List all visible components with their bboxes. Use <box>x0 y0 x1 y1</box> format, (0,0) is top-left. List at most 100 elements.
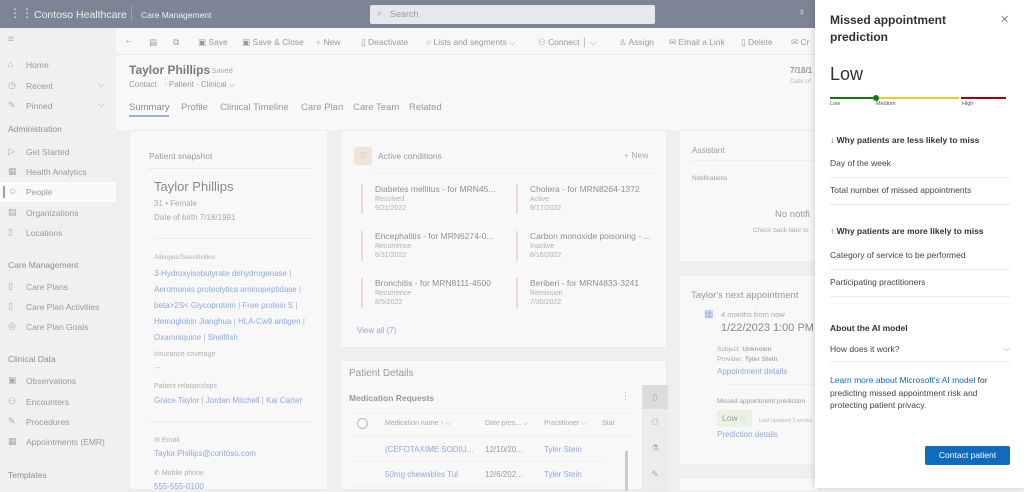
mail-icon: ✉ <box>154 437 160 444</box>
column-header-practitioner[interactable]: Practitioner ⌵ <box>544 420 587 427</box>
tab-clinical-timeline[interactable]: Clinical Timeline <box>220 102 289 113</box>
email-link-button[interactable]: ✉ Email a Link <box>669 37 725 47</box>
form-selector[interactable]: · Patient - Clinical ⌵ <box>164 80 235 89</box>
sidebar-item-appointments[interactable]: ▦ Appointments (EMR) <box>0 432 116 452</box>
sidebar-item-health-analytics[interactable]: ▦ Health Analytics <box>0 162 116 182</box>
learn-more-link[interactable]: Learn more about Microsoft's AI model <box>830 375 976 385</box>
search-input[interactable]: ⌕ Search <box>370 5 655 24</box>
next-card <box>679 477 819 492</box>
building-icon: ▯ <box>8 227 13 237</box>
prediction-badge[interactable]: Low ⓘ <box>717 410 752 427</box>
allergy-link[interactable]: Shellfish <box>207 333 238 342</box>
pencil-icon[interactable]: ✎ <box>651 469 659 479</box>
new-condition-button[interactable]: + New <box>624 150 649 160</box>
form-icon[interactable]: ▤ <box>149 37 158 47</box>
condition-item[interactable]: Beriberi - for MRN4833-3241 Remission 7/30… <box>516 278 661 308</box>
allergy-link[interactable]: HLA-Cw9 antigen <box>237 317 301 326</box>
column-header-status[interactable]: Stat <box>602 420 615 427</box>
flask-icon[interactable]: ⚗ <box>650 443 660 453</box>
label: Procedures <box>26 417 70 427</box>
sidebar-item-locations[interactable]: ▯ Locations <box>0 223 116 243</box>
table-row[interactable]: 50mg chewables Tul 12/6/202... Tyler Ste… <box>349 462 604 487</box>
sidebar-item-encounters[interactable]: ⚇ Encounters <box>0 392 116 412</box>
lists-segments-button[interactable]: ○ Lists and segments ⌵ <box>426 37 516 47</box>
table-row[interactable]: (CEFOTAXIME SODIU... 12/10/20... Tyler S… <box>349 437 604 462</box>
column-header-medication[interactable]: Medication name ↑ ⌵ <box>385 420 452 427</box>
back-icon[interactable]: ← <box>124 35 134 46</box>
label: Care Plan Activities <box>26 302 100 312</box>
less-likely-heading: ↓ Why patients are less likely to miss <box>830 135 979 145</box>
allergy-link[interactable]: Aeromonas proteolytica aminopeptidase <box>154 285 297 294</box>
prediction-details-link[interactable]: Prediction details <box>717 430 778 439</box>
sidebar-item-care-plan-goals[interactable]: ◎ Care Plan Goals <box>0 317 116 337</box>
hamburger-icon[interactable]: ≡ <box>8 34 14 45</box>
sidebar-item-get-started[interactable]: ▷ Get Started <box>0 142 116 162</box>
allergy-link[interactable]: Free protein S <box>242 301 294 310</box>
how-it-works-accordion[interactable]: How does it work? ⌵ <box>830 338 1010 362</box>
sidebar-item-care-plans[interactable]: ▯ Care Plans <box>0 277 116 297</box>
phone-link[interactable]: 555-555-0100 <box>154 482 204 491</box>
practitioner-link[interactable]: Tyler Stein <box>544 445 582 454</box>
tab-care-team[interactable]: Care Team <box>353 102 400 113</box>
save-close-button[interactable]: ▣ Save & Close <box>242 37 304 47</box>
document-icon[interactable]: ▯ <box>642 385 668 409</box>
command-bar: ← ▤ ⧉ ▣ Save ▣ Save & Close + New ▯ Deac… <box>116 28 815 55</box>
relationship-link[interactable]: Kai Carter <box>266 396 303 405</box>
relationship-link[interactable]: Jordan Mitchell <box>205 396 260 405</box>
allergy-link[interactable]: Hemoglobin Jianghua <box>154 317 232 326</box>
relationship-link[interactable]: Grace Taylor <box>154 396 200 405</box>
app-launcher-icon[interactable]: ⋮⋮ <box>9 6 33 20</box>
more-options-icon[interactable]: ⋮ <box>621 391 630 401</box>
tab-related[interactable]: Related <box>409 102 442 113</box>
allergy-link[interactable]: beta>2S< Glycoprotein <box>154 301 236 310</box>
condition-item[interactable]: Diabetes mellitus - for MRN45... Resolved… <box>361 184 506 214</box>
create-button[interactable]: ✉ Cr <box>791 37 810 47</box>
sidebar-item-recent[interactable]: ◷ Recent ⌵ <box>0 76 116 96</box>
condition-item[interactable]: Encephalitis - for MRN6274-0... Recurrenc… <box>361 231 506 261</box>
tab-profile[interactable]: Profile <box>181 102 208 113</box>
allergy-link[interactable]: Oxamniquine <box>154 333 202 342</box>
sidebar-item-organizations[interactable]: ▤ Organizations <box>0 203 116 223</box>
sidebar-item-people[interactable]: ☺ People <box>0 182 116 202</box>
allergies-list: 3-Hydroxyisobutyrate dehydrogenase | Aer… <box>154 269 305 342</box>
sidebar-item-procedures[interactable]: ✎ Procedures <box>0 412 116 432</box>
tab-care-plan[interactable]: Care Plan <box>301 102 344 113</box>
column-header-date[interactable]: Date pres... ⌵ <box>485 420 529 427</box>
connect-button[interactable]: ⚇ Connect │ ⌵ <box>538 37 597 47</box>
assign-button[interactable]: ♙ Assign <box>619 37 655 47</box>
insurance-value: --- <box>154 365 161 372</box>
allergy-link[interactable]: 3-Hydroxyisobutyrate dehydrogenase <box>154 269 287 278</box>
select-all-checkbox[interactable] <box>357 418 368 429</box>
deactivate-button[interactable]: ▯ Deactivate <box>361 37 409 47</box>
sidebar-item-home[interactable]: ⌂ Home <box>0 55 116 75</box>
open-new-window-icon[interactable]: ⧉ <box>173 37 180 47</box>
scrollbar[interactable] <box>625 451 628 491</box>
condition-date: 8/16/2022 <box>530 252 562 259</box>
appointment-details-link[interactable]: Appointment details <box>717 367 788 376</box>
tab-summary[interactable]: Summary <box>129 102 170 113</box>
condition-name: Carbon monoxide poisoning - ... <box>530 231 651 241</box>
new-button[interactable]: + New <box>316 37 341 47</box>
close-icon[interactable]: ✕ <box>1000 14 1010 26</box>
scale-label-high: High <box>962 101 974 107</box>
app-name: Contoso Healthcare <box>34 9 127 21</box>
lightbulb-icon[interactable]: ♁ <box>798 7 806 18</box>
sidebar-item-pinned[interactable]: ✎ Pinned ⌵ <box>0 96 116 116</box>
contact-patient-button[interactable]: Contact patient <box>925 446 1010 465</box>
tab-underline <box>129 115 169 117</box>
delete-button[interactable]: ▯ Delete <box>741 37 773 47</box>
condition-item[interactable]: Carbon monoxide poisoning - ... Inactive 8… <box>516 231 661 261</box>
condition-item[interactable]: Cholera - for MRN8264-1372 Active 9/17/202… <box>516 184 661 214</box>
email-link[interactable]: Taylor.Phillips@contoso.com <box>154 449 256 458</box>
insurance-label: Insurance coverage <box>154 351 216 358</box>
people-icon[interactable]: ⚇ <box>650 417 660 427</box>
medication-link[interactable]: 50mg chewables Tul <box>385 470 458 479</box>
save-button[interactable]: ▣ Save <box>198 37 228 47</box>
condition-item[interactable]: Bronchitis - for MRN8111-4500 Recurrence 8… <box>361 278 506 308</box>
medication-link[interactable]: (CEFOTAXIME SODIU... <box>385 445 474 454</box>
sidebar-item-care-plan-activities[interactable]: ▯ Care Plan Activities <box>0 297 116 317</box>
about-heading: About the AI model <box>830 323 908 333</box>
practitioner-link[interactable]: Tyler Stein <box>544 470 582 479</box>
sidebar-item-observations[interactable]: ▣ Observations <box>0 371 116 391</box>
view-all-link[interactable]: View all (7) <box>357 326 397 335</box>
